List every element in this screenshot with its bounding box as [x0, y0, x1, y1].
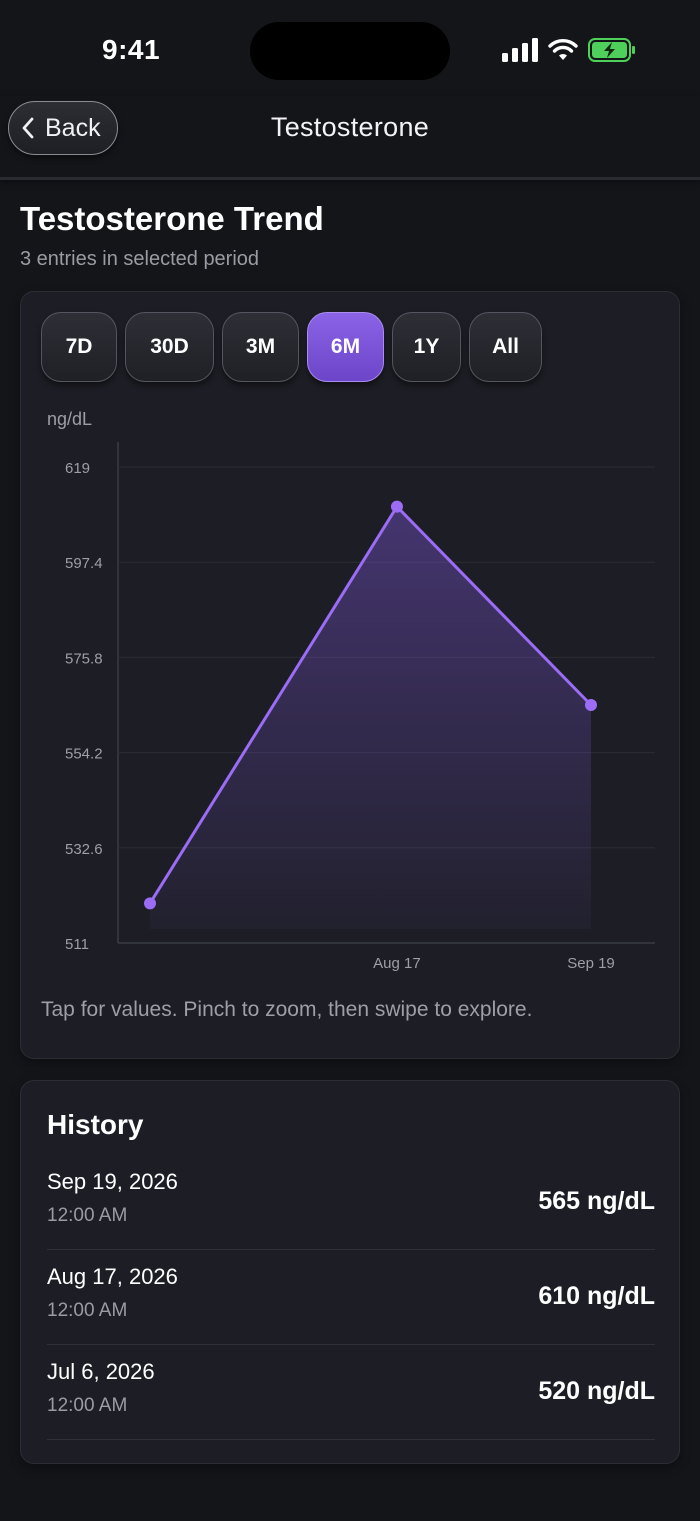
back-label: Back [45, 113, 101, 142]
range-7d-button[interactable]: 7D [41, 312, 117, 382]
history-row[interactable]: Jul 6, 2026 12:00 AM 520 ng/dL [47, 1345, 655, 1440]
chart-hint: Tap for values. Pinch to zoom, then swip… [41, 998, 533, 1021]
range-6m-button[interactable]: 6M [307, 312, 384, 382]
data-point[interactable] [144, 897, 156, 910]
entry-time: 12:00 AM [47, 1205, 128, 1226]
nav-title: Testosterone [270, 112, 430, 142]
entry-time: 12:00 AM [47, 1395, 128, 1416]
page-title: Testosterone Trend [20, 200, 324, 237]
y-tick-label: 554.2 [65, 746, 103, 763]
cellular-signal-icon [502, 38, 538, 62]
y-tick-label: 511 [65, 936, 89, 953]
entry-value: 610 ng/dL [538, 1282, 655, 1310]
entry-value: 520 ng/dL [538, 1377, 655, 1405]
battery-charging-icon [588, 38, 635, 62]
range-30d-button[interactable]: 30D [125, 312, 214, 382]
status-bar: 9:41 [0, 0, 700, 100]
trend-chart[interactable]: ng/dL 619 597.4 575.8 554.2 532.6 511 Aug 17 Se… [21, 292, 681, 992]
entry-date: Jul 6, 2026 [47, 1359, 155, 1384]
data-point[interactable] [585, 699, 597, 711]
navigation-bar: Back Testosterone [0, 96, 700, 180]
y-tick-label: 575.8 [65, 650, 103, 667]
y-tick-label: 597.4 [65, 555, 103, 572]
dynamic-island [250, 22, 450, 80]
wifi-icon [548, 39, 578, 60]
history-card: History Sep 19, 2026 12:00 AM 565 ng/dL … [20, 1080, 680, 1464]
entry-time: 12:00 AM [47, 1300, 128, 1321]
entry-date: Sep 19, 2026 [47, 1169, 178, 1194]
x-tick-label: Sep 19 [567, 955, 615, 972]
status-time: 9:41 [102, 34, 161, 65]
trend-area-fill [150, 506, 591, 929]
back-button[interactable]: Back [8, 101, 118, 155]
entry-date: Aug 17, 2026 [47, 1264, 178, 1289]
data-point[interactable] [390, 500, 403, 513]
range-all-button[interactable]: All [469, 312, 542, 382]
chart-card: ng/dL 619 597.4 575.8 554.2 532.6 511 Aug 17 Se… [20, 291, 680, 1059]
y-tick-label: 619 [65, 460, 90, 477]
entry-value: 565 ng/dL [538, 1187, 655, 1215]
y-tick-label: 532.6 [65, 841, 103, 858]
page-subtitle: 3 entries in selected period [20, 248, 260, 270]
range-1y-button[interactable]: 1Y [392, 312, 461, 382]
range-selector: 7D 30D 3M 6M 1Y All [41, 312, 542, 382]
history-title: History [47, 1109, 144, 1140]
y-axis-unit-label: ng/dL [47, 409, 92, 429]
range-3m-button[interactable]: 3M [222, 312, 299, 382]
chevron-left-icon [22, 117, 34, 139]
x-tick-label: Aug 17 [373, 955, 421, 972]
status-icons [502, 38, 636, 62]
history-row[interactable]: Sep 19, 2026 12:00 AM 565 ng/dL [47, 1155, 655, 1250]
history-row[interactable]: Aug 17, 2026 12:00 AM 610 ng/dL [47, 1250, 655, 1345]
